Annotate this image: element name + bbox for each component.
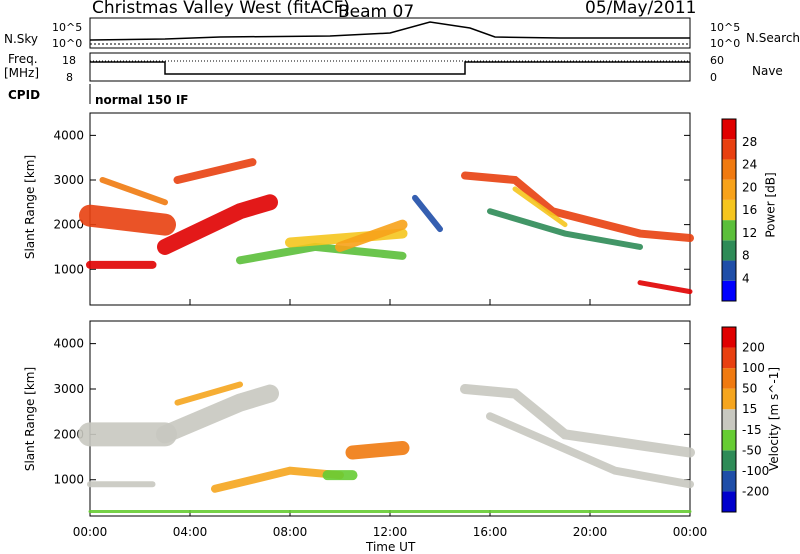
velocity-ytick-label: 1000 [53,473,84,487]
velocity-colorbar-tick-label: 200 [742,341,765,355]
nsky-strip-frame [89,17,691,49]
freq-label: Freq. [8,52,38,66]
velocity-colorbar-swatch [722,327,736,348]
date-label: 05/May/2011 [585,0,697,18]
power-colorbar-tick-label: 20 [742,180,757,194]
power-colorbar-swatch [722,240,736,261]
power-echo-band [173,158,257,184]
time-tick-label: 04:00 [173,525,208,539]
radar-title: Christmas Valley West (fitACF) [92,0,351,18]
freq-line [90,61,690,75]
freq-strip-frame [89,52,691,82]
time-tick-label: 20:00 [573,525,608,539]
velocity-colorbar-tick-label: 15 [742,402,757,416]
velocity-colorbar-frame [721,326,737,513]
power-colorbar-swatch [722,159,736,180]
cpid-value: normal 150 IF [95,93,189,107]
freq-tick-8: 8 [66,71,73,84]
velocity-colorbar-swatch [722,450,736,471]
power-colorbar-tick-label: 12 [742,226,757,240]
power-colorbar-swatch [722,260,736,281]
velocity-colorbar-swatch [722,388,736,410]
time-tick-label: 00:00 [73,525,108,539]
velocity-colorbar-tick-label: 50 [742,382,757,396]
velocity-colorbar-tick-label: -15 [742,423,762,437]
time-tick-label: 12:00 [373,525,408,539]
power-echo-band [487,208,643,250]
power-colorbar-swatch [722,220,736,241]
power-colorbar-swatch [722,139,736,160]
power-colorbar-swatch [722,119,736,140]
power-colorbar-tick-label: 28 [742,135,757,149]
time-xlabel: Time UT [366,540,416,554]
power-colorbar-tick-label: 16 [742,203,757,217]
freq-unit-label: [MHz] [4,66,40,80]
tick-1e5-right: 10^5 [710,21,741,34]
velocity-colorbar-swatch [722,347,736,369]
velocity-colorbar-swatch [722,368,736,389]
velocity-colorbar-swatch [722,409,736,430]
power-panel-frame [89,112,691,306]
power-colorbar-frame [721,118,737,302]
cpid-label: CPID [8,88,41,102]
power-echo-band [236,242,407,265]
power-echo-band [79,204,176,236]
nave-tick-0: 0 [710,71,717,84]
velocity-colorbar-tick-label: -100 [742,464,769,478]
nsky-line [89,21,690,41]
velocity-ytick-label: 2000 [53,427,84,441]
power-echo-band [512,186,568,228]
velocity-echo-band [174,381,243,406]
velocity-ytick-label: 4000 [53,337,84,351]
power-colorbar-swatch [722,199,736,221]
power-colorbar-tick-label: 4 [742,271,750,285]
power-ytick-label: 1000 [53,262,84,276]
power-colorbar-swatch [722,179,736,200]
power-echo-band [157,194,278,255]
power-ytick-label: 4000 [53,128,84,142]
nave-label: Nave [752,64,783,78]
nave-tick-60: 60 [710,54,724,67]
power-ytick-label: 3000 [53,173,84,187]
power-echo-band [99,176,168,206]
power-ytick-label: 2000 [53,218,84,232]
time-tick-label: 08:00 [273,525,308,539]
power-colorbar-swatch [722,280,736,301]
power-echo-band [335,219,408,252]
tick-1e0-right: 10^0 [710,37,741,50]
velocity-echo-band [156,384,279,444]
power-echo-band [412,194,443,233]
power-echo-band [637,280,693,295]
velocity-ytick-label: 3000 [53,382,84,396]
velocity-colorbar-tick-label: 100 [742,361,765,375]
beam-label: Beam 07 [338,2,415,22]
nsearch-label: N.Search [746,31,800,45]
velocity-colorbar-tick-label: -50 [742,443,762,457]
velocity-colorbar-swatch [722,491,736,512]
velocity-colorbar-swatch [722,470,736,492]
power-colorbar-tick-label: 24 [742,158,757,172]
velocity-echo-band [460,384,695,458]
velocity-echo-band [345,440,410,460]
freq-tick-18: 18 [62,54,76,67]
velocity-echo-band [486,412,694,489]
time-tick-label: 16:00 [473,525,508,539]
velocity-colorbar-tick-label: -200 [742,484,769,498]
tick-1e0-left: 10^0 [52,37,83,50]
time-tick-label: 00:00 [673,525,708,539]
power-colorbar-tick-label: 8 [742,249,750,263]
tick-1e5-left: 10^5 [52,21,83,34]
nsky-label: N.Sky [4,32,39,46]
power-echo-band [461,171,694,243]
velocity-colorbar-swatch [722,429,736,451]
